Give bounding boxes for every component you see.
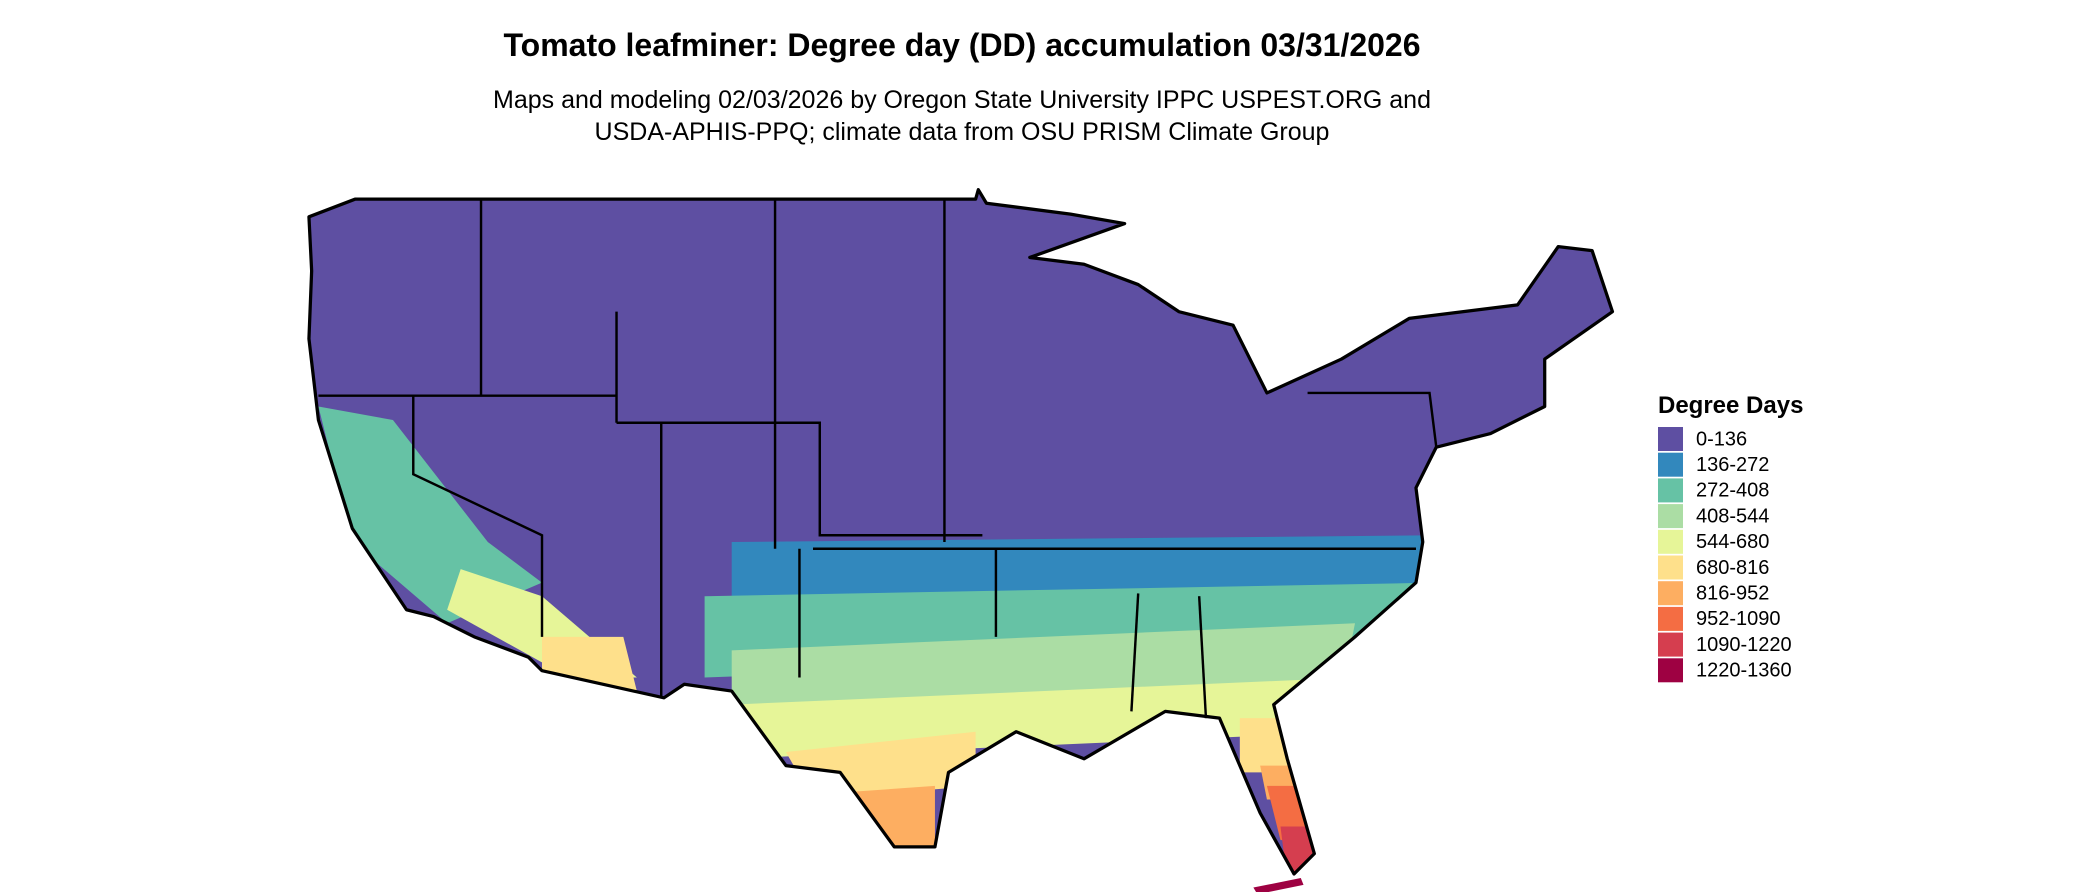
legend-swatch: [1658, 658, 1683, 683]
legend-swatch: [1658, 529, 1683, 554]
dd-zone: [1280, 826, 1328, 874]
dd-zone: [840, 785, 935, 868]
legend-swatch: [1658, 478, 1683, 503]
dd-zone: [542, 636, 637, 692]
state-border: [1197, 596, 1208, 719]
legend-swatch: [1658, 632, 1683, 657]
keys: [1253, 878, 1304, 892]
dd-zone: [1239, 718, 1301, 773]
legend-label: 0-136: [1696, 428, 1747, 450]
legend-swatch: [1658, 504, 1683, 529]
state-border: [616, 421, 983, 537]
map: [307, 188, 1615, 892]
legend-label: 680-816: [1696, 557, 1769, 579]
legend-swatch: [1658, 452, 1683, 477]
legend-swatch: [1658, 581, 1683, 606]
legend-label: 816-952: [1696, 582, 1769, 604]
dd-zone: [318, 406, 542, 624]
legend-swatch: [1658, 555, 1683, 580]
map-subtitle: Maps and modeling 02/03/2026 by Oregon S…: [493, 86, 1431, 114]
state-border: [412, 395, 544, 637]
legend-label: 952-1090: [1696, 608, 1781, 630]
dd-zone: [308, 189, 1613, 874]
state-border: [1307, 391, 1438, 448]
legend-label: 408-544: [1696, 505, 1769, 527]
legend-label: 272-408: [1696, 480, 1769, 502]
us-outline: [307, 188, 1615, 876]
state-border: [1130, 593, 1140, 712]
legend-swatch: [1658, 427, 1683, 451]
map-title: Tomato leafminer: Degree day (DD) accumu…: [503, 27, 1420, 63]
legend-swatch: [1658, 606, 1683, 631]
legend-label: 1090-1220: [1696, 634, 1792, 656]
legend-title: Degree Days: [1658, 392, 1803, 419]
legend: 0-136 136-272 272-408 408-544 544-680 680-816…: [1658, 427, 1792, 683]
legend-label: 136-272: [1696, 454, 1769, 476]
legend-label: 544-680: [1696, 531, 1769, 553]
map-subtitle: USDA-APHIS-PPQ; climate data from OSU PR…: [595, 118, 1330, 146]
map-fill: [308, 189, 1613, 874]
legend-label: 1220-1360: [1696, 660, 1792, 682]
